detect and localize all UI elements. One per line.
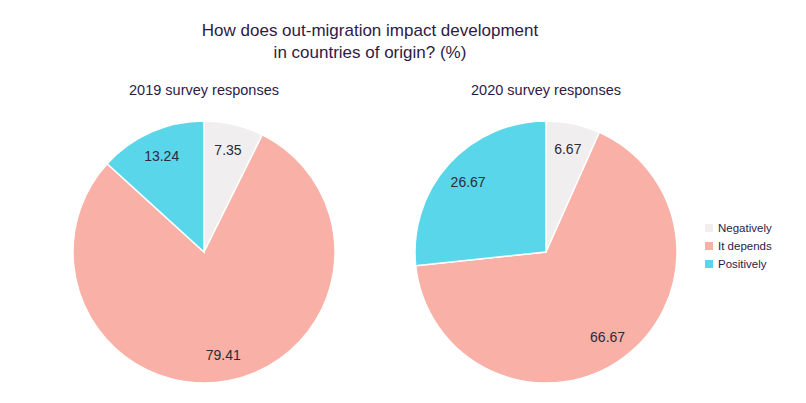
data-label: 26.67 — [451, 174, 486, 190]
pie-subtitle: 2020 survey responses — [471, 82, 621, 98]
legend-swatch — [705, 260, 713, 268]
data-label: 13.24 — [144, 148, 179, 164]
data-label: 7.35 — [214, 142, 241, 158]
legend-label: Positively — [718, 258, 767, 270]
data-label: 6.67 — [554, 141, 581, 157]
data-label: 66.67 — [590, 329, 625, 345]
legend: Negatively It depends Positively — [705, 222, 772, 270]
title-line: in countries of origin? (%) — [274, 43, 467, 62]
title-line: How does out-migration impact developmen… — [202, 21, 539, 40]
pie: 7.35 79.41 13.24 — [73, 121, 335, 383]
legend-swatch — [705, 224, 713, 232]
pie-slice — [415, 121, 546, 266]
data-label: 79.41 — [206, 347, 241, 363]
legend-swatch — [705, 242, 713, 250]
title: How does out-migration impact developmen… — [202, 21, 539, 62]
pie-slice — [107, 121, 204, 252]
pie-subtitle: 2019 survey responses — [129, 82, 279, 98]
legend-label: Negatively — [718, 222, 772, 234]
legend-label: It depends — [718, 240, 772, 252]
pie: 6.67 66.67 26.67 — [415, 121, 677, 383]
chart: How does out-migration impact developmen… — [0, 0, 806, 403]
